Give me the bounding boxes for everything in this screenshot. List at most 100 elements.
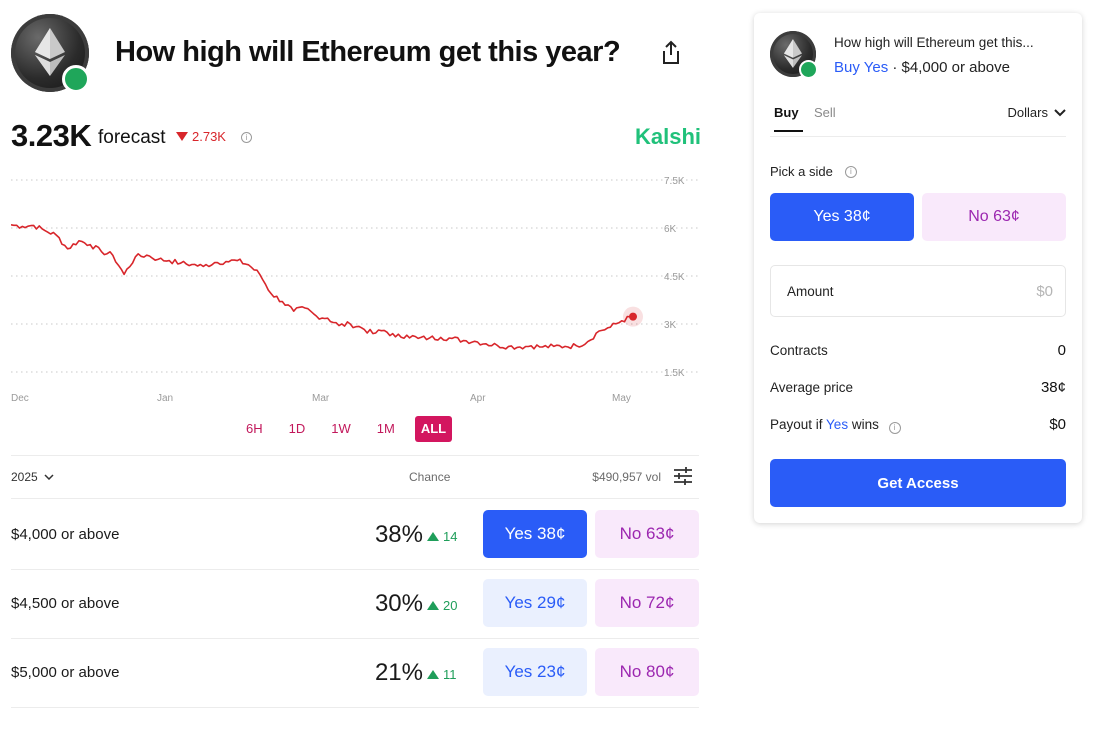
- time-range-selector: 6H 1D 1W 1M ALL: [240, 416, 453, 442]
- buy-no-button[interactable]: No 72¢: [595, 579, 699, 627]
- volume-label: $490,957 vol: [592, 470, 661, 484]
- order-side: Buy Yes: [834, 59, 889, 76]
- payout-prefix: Payout if: [770, 417, 823, 432]
- outcome-label: $4,500 or above: [11, 595, 120, 612]
- outcome-label: $5,000 or above: [11, 664, 120, 681]
- divider: [11, 455, 699, 456]
- up-arrow-icon: [427, 532, 439, 541]
- outcome-delta-value: 14: [443, 529, 458, 544]
- buy-yes-button[interactable]: Yes 29¢: [483, 579, 587, 627]
- payout-suffix: wins: [851, 417, 879, 432]
- filter-sliders-icon[interactable]: [673, 466, 693, 486]
- side-no-button[interactable]: No 63¢: [922, 193, 1066, 241]
- info-icon[interactable]: i: [241, 132, 252, 143]
- buy-yes-button[interactable]: Yes 23¢: [483, 648, 587, 696]
- up-arrow-icon: [427, 670, 439, 679]
- amount-input[interactable]: [973, 278, 1053, 304]
- pick-side-text: Pick a side: [770, 164, 833, 179]
- year-dropdown[interactable]: 2025: [11, 470, 54, 484]
- contracts-label: Contracts: [770, 343, 828, 358]
- info-icon[interactable]: i: [844, 165, 857, 178]
- outcome-label: $4,000 or above: [11, 526, 120, 543]
- currency-label: Dollars: [1007, 105, 1048, 120]
- outcome-delta-value: 11: [443, 667, 457, 682]
- order-selection: Buy Yes · $4,000 or above: [834, 59, 1010, 76]
- range-button-1w[interactable]: 1W: [331, 421, 351, 436]
- x-tick-label: Dec: [11, 393, 29, 404]
- forecast-change-value: 2.73K: [192, 129, 226, 144]
- x-tick-label: Jan: [157, 393, 173, 404]
- outcome-delta: 11: [427, 667, 457, 682]
- y-tick-label: 4.5K: [664, 272, 685, 283]
- chance-header: Chance: [409, 470, 451, 484]
- get-access-button[interactable]: Get Access: [770, 459, 1066, 507]
- brand-logo[interactable]: Kalshi: [634, 124, 701, 149]
- divider: [11, 707, 699, 708]
- order-outcome: · $4,000 or above: [892, 59, 1010, 76]
- series-line: [11, 224, 634, 350]
- outcome-chance: 38%: [374, 521, 423, 548]
- pick-side-label: Pick a side i: [770, 164, 857, 179]
- y-tick-label: 7.5K: [664, 176, 685, 187]
- chevron-down-icon: [44, 474, 54, 480]
- outcome-row[interactable]: $4,500 or above 30% 20 Yes 29¢ No 72¢: [11, 569, 699, 638]
- down-arrow-icon: [176, 132, 188, 141]
- tab-sell[interactable]: Sell: [814, 105, 836, 120]
- market-header: How high will Ethereum get this year?: [11, 14, 701, 94]
- order-market-title: How high will Ethereum get this...: [834, 35, 1034, 50]
- outcomes-header: 2025 Chance $490,957 vol: [11, 466, 699, 488]
- average-price-label: Average price: [770, 380, 854, 395]
- payout-row: Payout if Yes wins i $0: [770, 416, 1066, 437]
- x-tick-label: Mar: [312, 393, 330, 404]
- range-button-6h[interactable]: 6H: [246, 421, 263, 436]
- outcome-delta-value: 20: [443, 598, 458, 613]
- x-tick-label: Apr: [470, 393, 486, 404]
- amount-field[interactable]: Amount: [770, 265, 1066, 317]
- y-tick-label: 1.5K: [664, 368, 685, 379]
- range-button-1m[interactable]: 1M: [376, 421, 395, 436]
- outcome-row[interactable]: $4,000 or above 38% 14 Yes 38¢ No 63¢: [11, 500, 699, 569]
- order-panel: How high will Ethereum get this... Buy Y…: [754, 13, 1082, 523]
- y-tick-label: 3K: [664, 320, 677, 331]
- outcome-row[interactable]: $5,000 or above 21% 11 Yes 23¢ No 80¢: [11, 638, 699, 707]
- info-icon[interactable]: i: [888, 422, 901, 434]
- trending-up-icon: [62, 65, 103, 93]
- amount-label: Amount: [787, 284, 834, 299]
- market-title: How high will Ethereum get this year?: [115, 36, 621, 68]
- buy-no-button[interactable]: No 63¢: [595, 510, 699, 558]
- divider: [11, 638, 699, 639]
- y-tick-label: 6K: [664, 224, 677, 235]
- average-price-value: 38¢: [1040, 379, 1066, 396]
- forecast-label: forecast: [98, 127, 166, 148]
- forecast-value: 3.23K: [11, 118, 92, 153]
- contracts-value: 0: [1057, 342, 1066, 359]
- ethereum-coin-icon: [11, 14, 103, 93]
- contracts-row: Contracts 0: [770, 342, 1066, 363]
- tab-buy[interactable]: Buy: [774, 105, 803, 132]
- payout-yes: Yes: [826, 417, 849, 432]
- trending-up-icon: [799, 60, 825, 79]
- range-button-1d[interactable]: 1D: [288, 421, 306, 436]
- average-price-row: Average price 38¢: [770, 379, 1066, 400]
- buy-no-button[interactable]: No 80¢: [595, 648, 699, 696]
- outcome-chance: 21%: [374, 659, 423, 686]
- price-chart: 7.5K 6K 4.5K 3K 1.5K Dec Jan Mar Apr May: [11, 176, 699, 404]
- currency-dropdown[interactable]: Dollars: [1008, 105, 1066, 120]
- forecast-change: 2.73K: [176, 129, 226, 144]
- order-tabs: Buy Sell Dollars: [770, 103, 1066, 137]
- side-yes-button[interactable]: Yes 38¢: [770, 193, 914, 241]
- x-tick-label: May: [612, 393, 631, 404]
- year-label: 2025: [11, 470, 38, 484]
- payout-value: $0: [1049, 416, 1066, 433]
- up-arrow-icon: [427, 601, 439, 610]
- outcome-delta: 14: [427, 529, 457, 544]
- share-icon[interactable]: [659, 40, 683, 66]
- chevron-down-icon: [1054, 108, 1066, 116]
- range-button-all[interactable]: ALL: [414, 416, 453, 442]
- current-point: [629, 312, 637, 321]
- forecast-summary: 3.23K forecast 2.73K i Kalshi: [11, 118, 701, 158]
- divider: [11, 569, 699, 570]
- outcome-delta: 20: [427, 598, 457, 613]
- buy-yes-button[interactable]: Yes 38¢: [483, 510, 587, 558]
- ethereum-coin-icon: [770, 31, 825, 79]
